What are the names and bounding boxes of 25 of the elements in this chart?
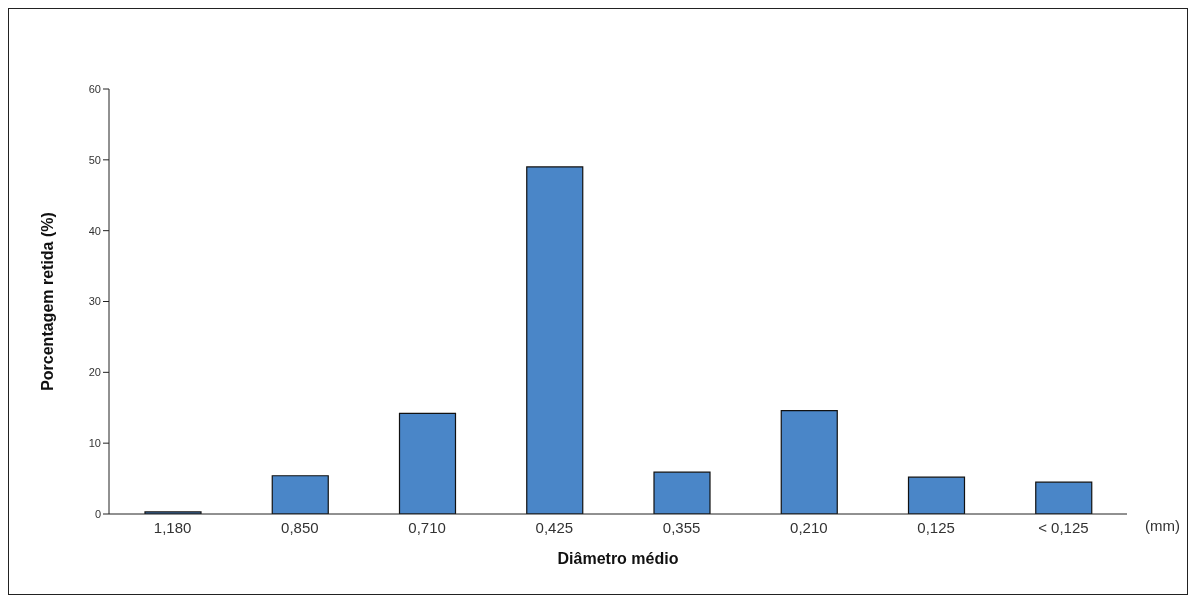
x-tick-label: < 0,125 <box>1038 518 1089 536</box>
text: (mm) <box>1145 517 1180 534</box>
y-tick-label: 60 <box>88 82 101 95</box>
y-tick-label: 10 <box>88 437 101 450</box>
y-tick-label: 50 <box>88 153 101 166</box>
x-tick-label: 0,125 <box>917 518 955 536</box>
x-tick-label: 0,850 <box>281 518 319 536</box>
bar <box>1035 481 1093 514</box>
bar <box>526 166 584 514</box>
bar <box>271 475 329 514</box>
y-tick-label: 40 <box>88 224 101 237</box>
x-tick-label: 1,180 <box>153 518 192 536</box>
y-tick-label: 0 <box>94 507 101 520</box>
x-tick-label: 0,355 <box>662 518 701 536</box>
x-axis-title: Diâmetro médio <box>557 550 679 567</box>
y-tick-label: 20 <box>88 366 101 379</box>
y-axis-title: Porcentagem retida (%) <box>38 212 56 391</box>
bar <box>907 476 966 514</box>
bar <box>780 409 838 514</box>
bar <box>398 412 457 514</box>
x-tick-label: 0,425 <box>535 518 574 536</box>
x-tick-label: 0,710 <box>408 518 446 536</box>
y-tick-label: 30 <box>88 295 101 308</box>
x-tick-label: 0,210 <box>790 518 828 536</box>
bar <box>653 471 711 514</box>
